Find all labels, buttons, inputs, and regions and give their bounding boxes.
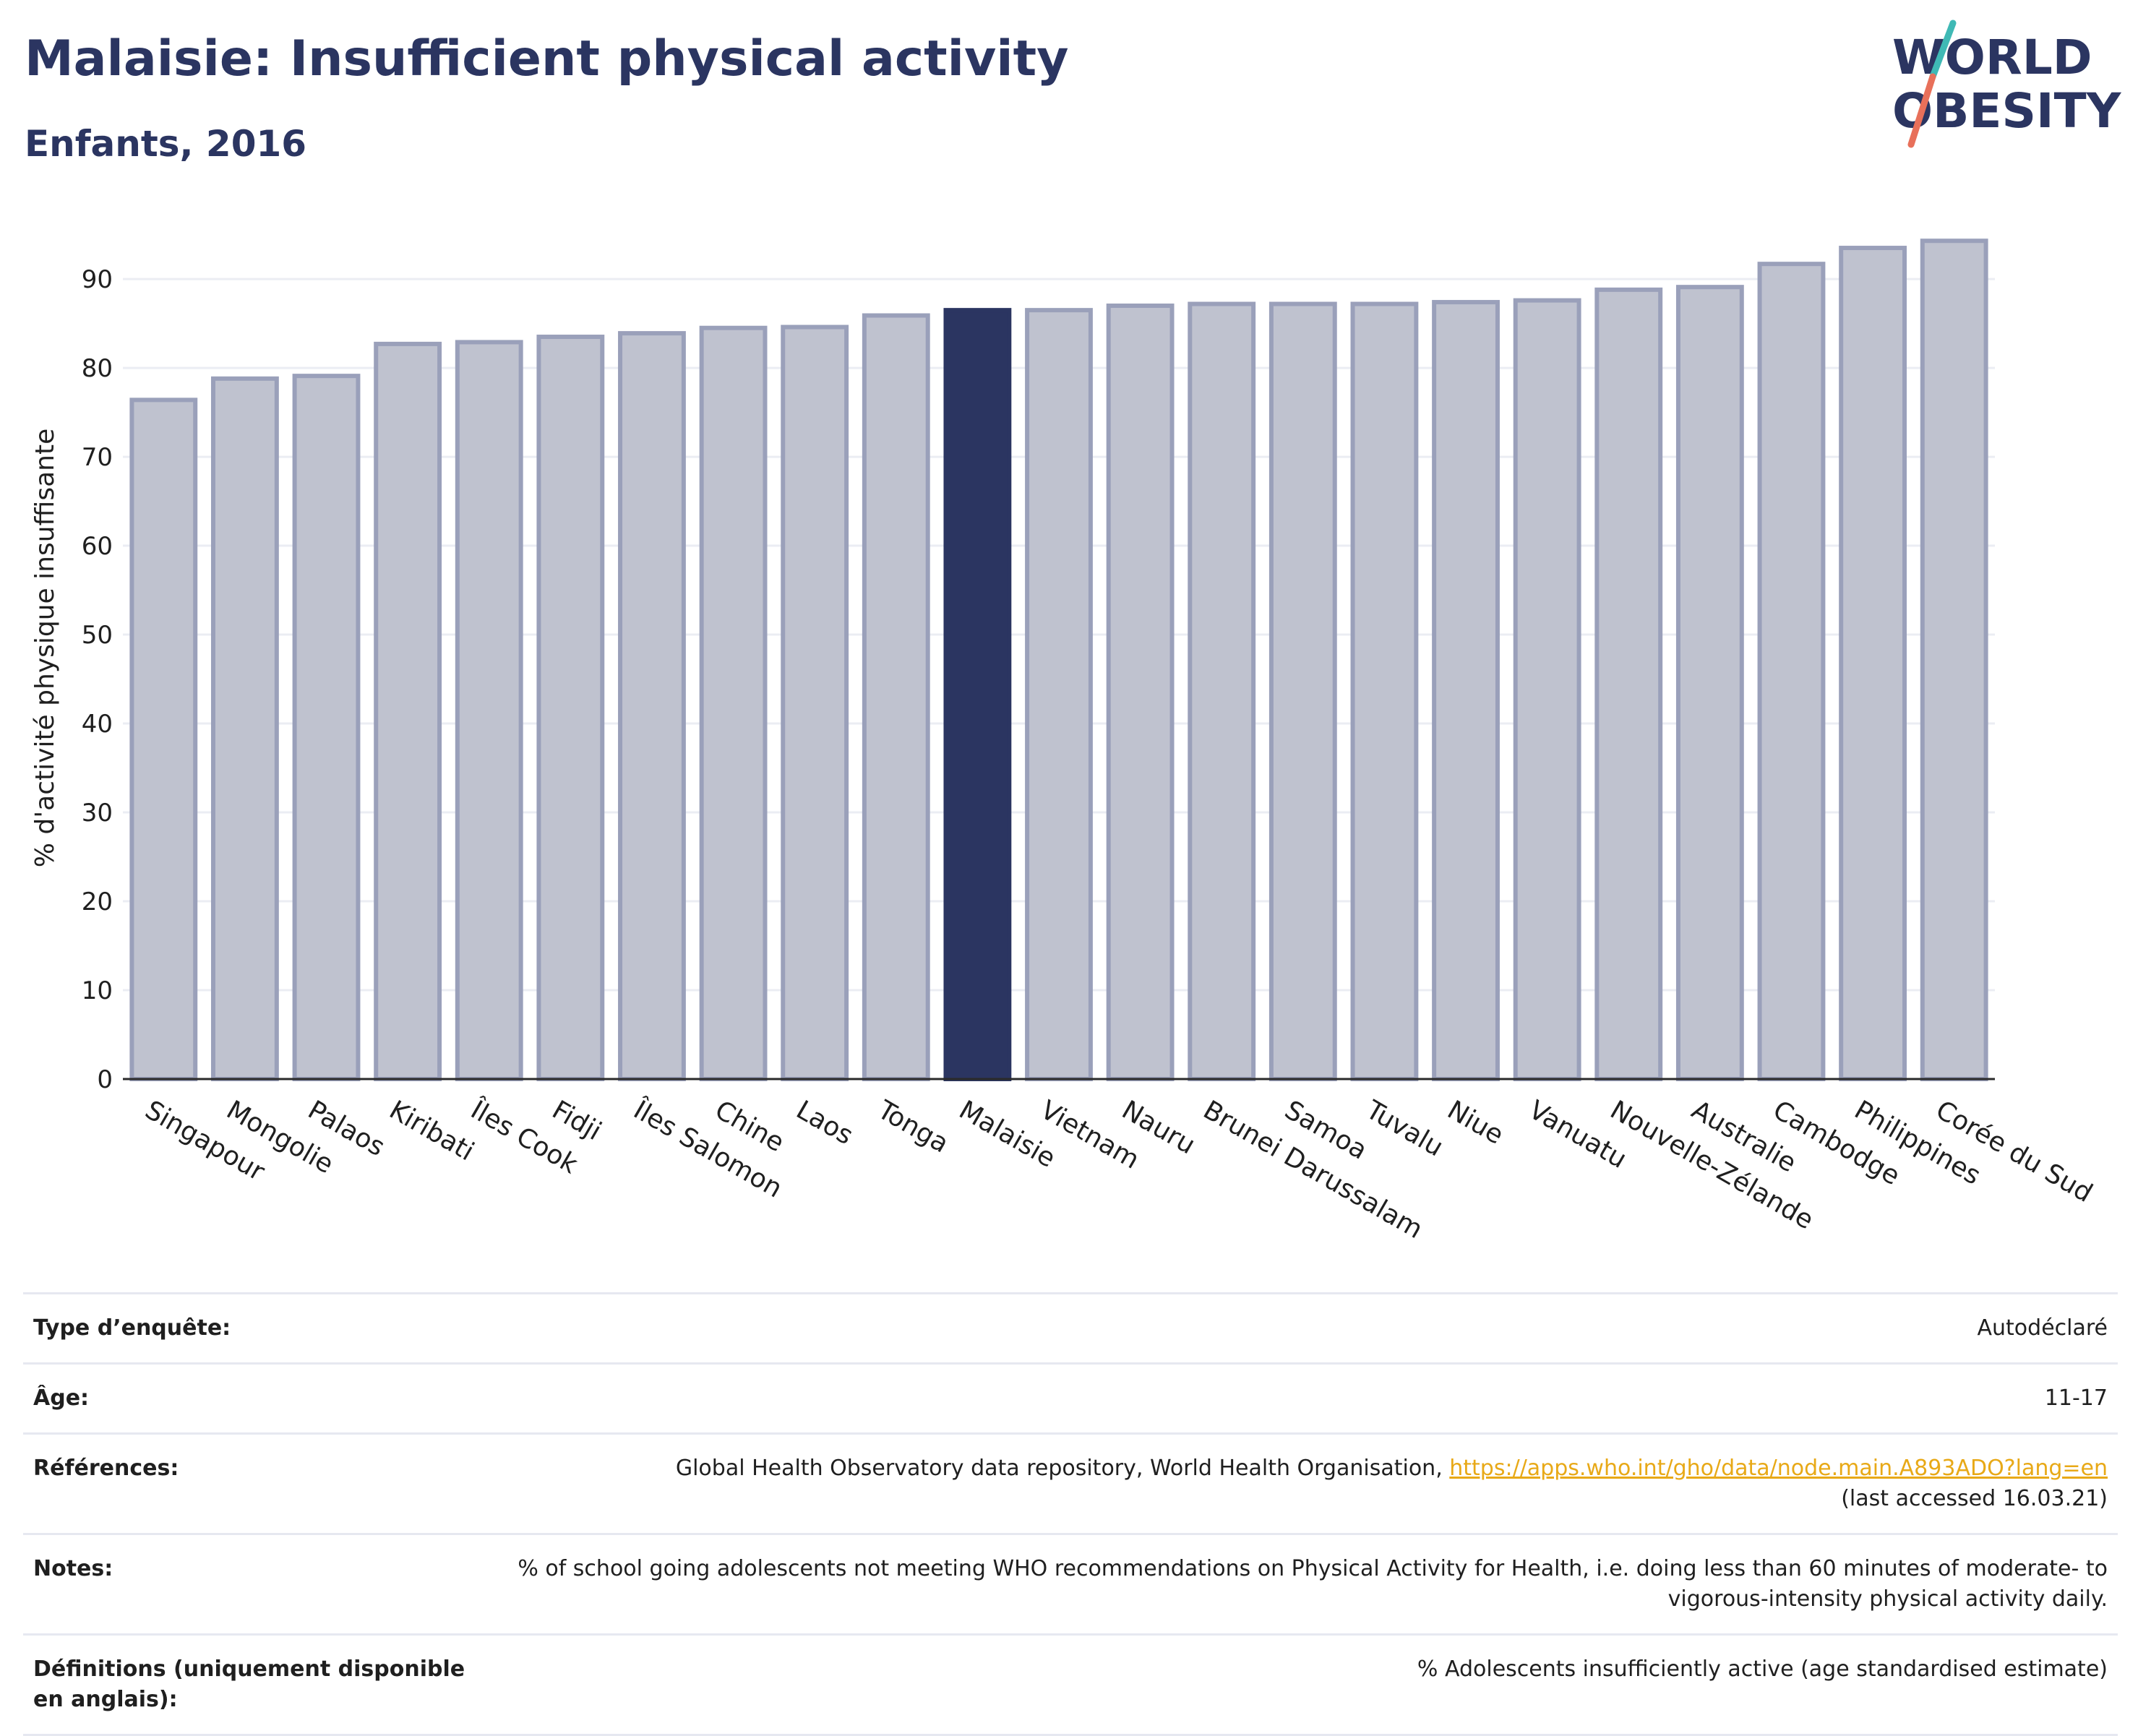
bar (536, 335, 605, 1081)
bar (1188, 301, 1256, 1081)
info-row-notes: Notes: % of school going adolescents not… (23, 1534, 2118, 1635)
y-tick-label: 40 (82, 710, 113, 739)
bar (1920, 239, 1988, 1081)
y-tick-label: 0 (97, 1065, 113, 1094)
y-axis-title: % d'activité physique insuffisante (30, 429, 60, 867)
x-tick-label: Tuvalu (1360, 1095, 1448, 1163)
y-tick-label: 60 (82, 532, 113, 561)
x-tick-label: Tonga (872, 1095, 953, 1159)
bar (1839, 246, 1907, 1081)
info-label: Notes: (33, 1556, 113, 1581)
info-label: Références: (33, 1456, 179, 1481)
x-tick-label: Kiribati (385, 1095, 479, 1166)
bar (210, 376, 279, 1081)
y-tick-label: 70 (82, 443, 113, 472)
bar (1106, 303, 1175, 1081)
y-tick-label: 90 (82, 265, 113, 294)
y-tick-labels: 0 10 20 30 40 50 60 70 80 90 (82, 265, 113, 1094)
y-tick-label: 30 (82, 799, 113, 828)
bar (455, 340, 523, 1081)
bar (1350, 301, 1419, 1081)
y-tick-label: 10 (82, 976, 113, 1005)
info-row-age: Âge: 11-17 (23, 1363, 2118, 1434)
y-tick-label: 20 (82, 888, 113, 916)
bar-highlight (943, 308, 1012, 1081)
info-row-survey-type: Type d’enquête: Autodéclaré (23, 1293, 2118, 1364)
bar-chart: 0 10 20 30 40 50 60 70 80 90 SingapourMongoliePal… (30, 239, 2098, 1245)
bars (129, 239, 1988, 1082)
x-tick-label: Niue (1443, 1095, 1508, 1150)
x-tick-label: Laos (791, 1095, 858, 1151)
bar (1025, 308, 1093, 1081)
info-value: % Adolescents insufficiently active (age… (1417, 1656, 2108, 1682)
info-value: % of school going adolescents not meetin… (518, 1556, 2108, 1612)
logo-slash-top (1929, 20, 1957, 80)
info-row-references: Références: Global Health Observatory da… (23, 1433, 2118, 1534)
info-label: Type d’enquête: (33, 1315, 231, 1341)
bar (862, 313, 930, 1081)
reference-accessed: (last accessed 16.03.21) (1841, 1486, 2108, 1511)
info-value: Autodéclaré (1977, 1315, 2108, 1341)
logo-line-world: WORLD (1892, 30, 2092, 85)
bar (1675, 285, 1744, 1081)
bar (1594, 287, 1663, 1081)
bar (1432, 300, 1500, 1082)
reference-text: Global Health Observatory data repositor… (675, 1456, 1450, 1481)
bar (292, 374, 361, 1081)
info-value: 11-17 (2044, 1385, 2108, 1411)
chart-subtitle: Enfants, 2016 (25, 123, 307, 165)
bar (1757, 262, 1826, 1081)
chart-title: Malaisie: Insufficient physical activity (25, 30, 1069, 87)
logo-slash-bottom (1907, 73, 1936, 148)
reference-link[interactable]: https://apps.who.int/gho/data/node.main.… (1449, 1456, 2108, 1481)
bar (1513, 298, 1581, 1081)
bar (618, 331, 686, 1082)
info-label: Âge: (33, 1385, 90, 1411)
info-label: Définitions (uniquement disponible en an… (33, 1656, 465, 1712)
bar (129, 398, 198, 1081)
bar (781, 325, 849, 1081)
info-table: Type d’enquête: Autodéclaré Âge: 11-17 R… (23, 1292, 2118, 1736)
info-value: Global Health Observatory data repositor… (506, 1434, 2118, 1534)
y-tick-label: 80 (82, 354, 113, 383)
bar (374, 341, 442, 1081)
y-tick-label: 50 (82, 621, 113, 650)
bar (699, 325, 768, 1082)
world-obesity-logo: WORLD OBESITY (1892, 20, 2122, 148)
bar (1268, 301, 1337, 1081)
